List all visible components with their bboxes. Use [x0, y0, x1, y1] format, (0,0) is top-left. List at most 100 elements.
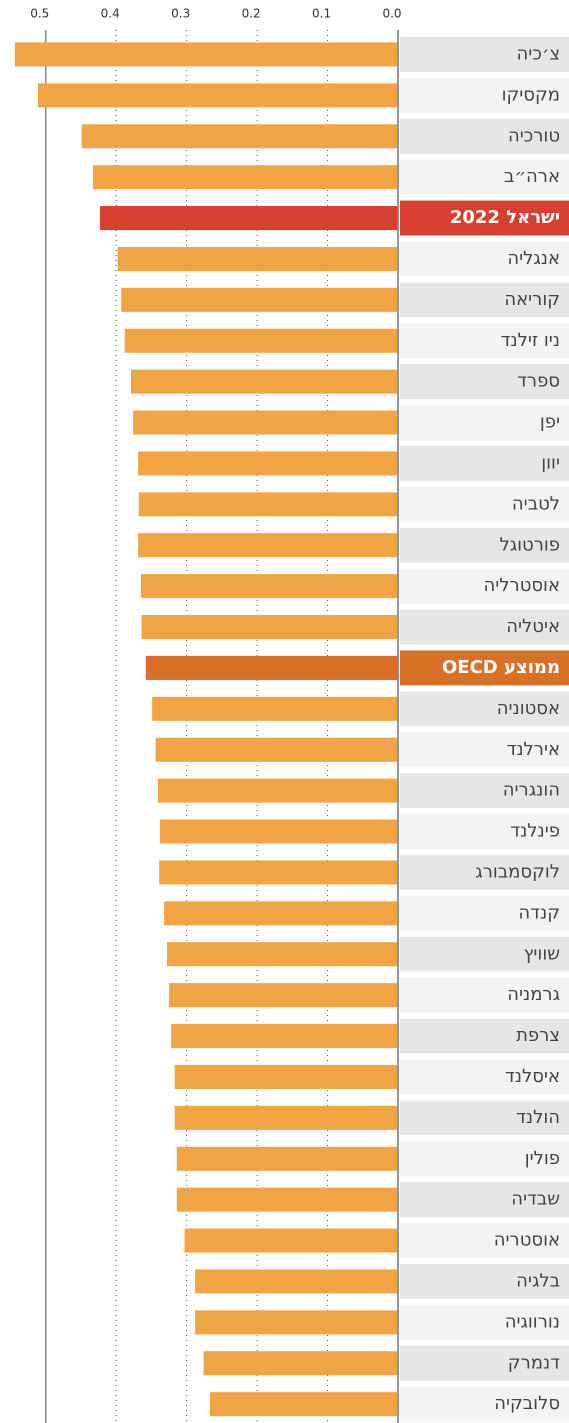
bar	[138, 492, 399, 517]
label-cell	[400, 732, 569, 768]
category-label: פורטוגל	[499, 534, 560, 555]
category-label: גרמניה	[507, 984, 560, 1005]
bar	[209, 1392, 398, 1417]
bar	[171, 1024, 398, 1049]
label-cell	[400, 1100, 569, 1136]
bar	[195, 1310, 398, 1335]
category-label: סלובקיה	[494, 1393, 560, 1414]
bar	[38, 83, 398, 108]
bar	[176, 1187, 398, 1212]
category-label: צ׳כיה	[517, 43, 560, 64]
label-cell	[400, 936, 569, 972]
category-label: הולנד	[516, 1107, 560, 1128]
category-label: פינלנד	[510, 821, 560, 842]
label-cell	[400, 691, 569, 727]
category-label: צרפת	[516, 1025, 560, 1046]
label-cell	[400, 773, 569, 809]
label-cell	[400, 77, 569, 113]
category-label: יוון	[541, 452, 560, 473]
category-label: ארה״ב	[504, 166, 560, 187]
bar	[159, 819, 398, 844]
label-cell	[400, 405, 569, 440]
label-cell	[400, 855, 569, 890]
bar	[176, 1146, 398, 1171]
label-cell	[400, 1018, 569, 1054]
bar	[14, 42, 399, 67]
label-cell	[400, 37, 569, 72]
x-tick-label: 0.1	[312, 7, 331, 21]
category-label: אסטוניה	[497, 698, 560, 719]
label-cell	[400, 446, 569, 481]
bar	[157, 778, 398, 803]
label-cell	[400, 1264, 569, 1299]
category-label: הונגריה	[503, 780, 560, 801]
bar	[81, 124, 399, 149]
bar	[117, 246, 398, 271]
label-cell	[400, 1182, 569, 1218]
bar	[131, 369, 398, 394]
category-label: טורכיה	[508, 125, 560, 146]
bar	[133, 410, 398, 435]
category-label: לוקסמבורג	[475, 861, 560, 882]
label-cell	[400, 200, 569, 236]
bar	[164, 901, 398, 926]
category-label: לטביה	[512, 493, 560, 514]
label-cell	[400, 159, 569, 195]
category-label: פולין	[525, 1148, 560, 1169]
category-label: בלגיה	[516, 1270, 560, 1291]
bar	[166, 942, 398, 967]
label-cell	[400, 527, 569, 563]
bar	[155, 737, 398, 762]
label-cell	[400, 486, 569, 522]
x-tick-label: 0.0	[382, 7, 401, 21]
category-label: נורווגיה	[505, 1311, 560, 1332]
label-cell	[400, 1345, 569, 1381]
bar	[174, 1105, 398, 1130]
bar	[203, 1351, 398, 1376]
bar	[100, 206, 398, 231]
bar	[184, 1228, 398, 1253]
label-cell	[400, 1386, 569, 1422]
bar	[174, 1064, 398, 1089]
x-tick-label: 0.5	[30, 7, 49, 21]
x-tick-label: 0.3	[171, 7, 190, 21]
category-label: ישראל 2022	[450, 207, 560, 228]
label-cell	[400, 650, 569, 686]
bar	[140, 574, 398, 599]
label-cell	[400, 241, 569, 277]
category-label: אנגליה	[507, 248, 560, 269]
category-label: ספרד	[517, 371, 560, 392]
bar	[141, 615, 398, 640]
label-cell	[400, 1223, 569, 1258]
category-label: ניו זילנד	[501, 330, 560, 351]
bar	[138, 533, 398, 558]
bar	[145, 655, 398, 680]
label-cell	[400, 118, 569, 154]
bar	[92, 165, 398, 190]
label-cell	[400, 364, 569, 400]
category-label: אירלנד	[507, 739, 560, 760]
category-label: דנמרק	[508, 1352, 560, 1373]
label-cell	[400, 814, 569, 849]
x-tick-label: 0.2	[242, 7, 261, 21]
category-label: יפן	[540, 412, 560, 433]
category-label: איטליה	[506, 616, 560, 637]
label-cell	[400, 1059, 569, 1095]
label-cell	[400, 895, 569, 931]
category-label: אוסטרליה	[484, 575, 560, 596]
x-tick-label: 0.4	[101, 7, 120, 21]
bar	[138, 451, 398, 476]
label-cell	[400, 1304, 569, 1340]
category-label: שבדיה	[511, 1189, 560, 1210]
category-label: איסלנד	[505, 1066, 560, 1087]
bar	[152, 696, 398, 721]
category-label: ממוצע OECD	[442, 657, 560, 678]
category-label: שוויץ	[524, 943, 560, 964]
label-cell	[400, 609, 569, 645]
label-cell	[400, 282, 569, 318]
label-cell	[400, 977, 569, 1013]
bar	[121, 287, 398, 312]
category-label: אוסטריה	[494, 1230, 560, 1251]
category-label: קנדה	[518, 902, 560, 923]
